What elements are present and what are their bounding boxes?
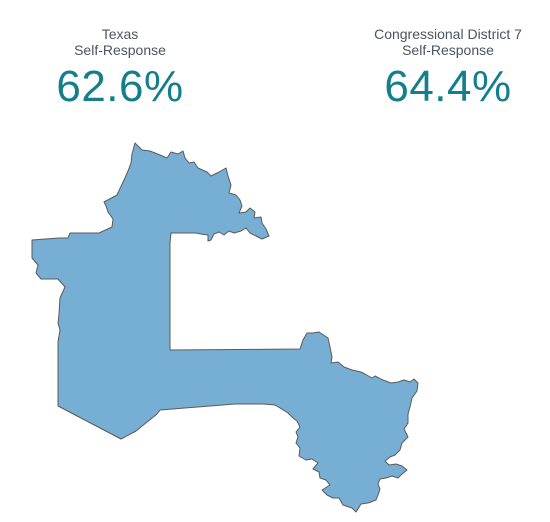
district-self-response-rate: 64.4% [384, 62, 512, 111]
texas-self-response-label: Self-Response [74, 42, 166, 58]
texas-stat: Texas Self-Response 62.6% [20, 26, 220, 110]
texas-self-response-rate: 62.6% [56, 62, 184, 111]
district-name: Congressional District 7 [374, 26, 522, 42]
district-self-response-label: Self-Response [402, 42, 494, 58]
texas-name: Texas [101, 26, 139, 42]
district-boundary-shape[interactable] [31, 142, 419, 513]
district-stat: Congressional District 7 Self-Response 6… [338, 26, 550, 110]
